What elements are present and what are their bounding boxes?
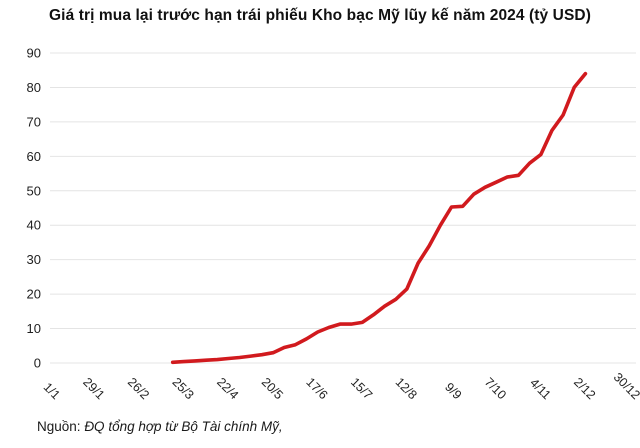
x-tick-label: 2/12 [571,375,598,402]
source-note: Nguồn: ĐQ tổng hợp từ Bộ Tài chính Mỹ, [37,419,283,434]
y-tick-label: 20 [27,287,41,302]
x-tick-label: 25/3 [170,375,197,402]
data-line-Lũy kế giá trị mua lại (tỷ USD) [170,71,588,365]
x-tick-label: 22/4 [214,375,241,402]
y-tick-label: 90 [27,46,41,61]
y-tick-label: 30 [27,252,41,267]
y-tick-label: 50 [27,183,41,198]
x-tick-label: 30/12 [611,370,640,402]
x-tick-label: 26/2 [125,375,152,402]
x-tick-label: 15/7 [348,375,375,402]
chart-title: Giá trị mua lại trước hạn trái phiếu Kho… [49,7,591,24]
y-tick-label: 70 [27,114,41,129]
x-tick-label: 9/9 [442,380,464,402]
x-tick-label: 17/6 [303,375,330,402]
x-tick-label: 29/1 [80,375,107,402]
x-tick-label: 20/5 [259,375,286,402]
x-tick-label: 1/1 [41,380,63,402]
x-tick-label: 12/8 [393,375,420,402]
x-tick-label: 7/10 [482,375,509,402]
x-tick-label: 4/11 [527,376,553,402]
y-tick-label: 0 [34,356,41,371]
y-tick-label: 10 [27,321,41,336]
y-tick-label: 60 [27,149,41,164]
source-text: ĐQ tổng hợp từ Bộ Tài chính Mỹ, [84,419,283,434]
y-tick-label: 80 [27,80,41,95]
y-tick-label: 40 [27,218,41,233]
source-label: Nguồn: [37,419,81,434]
